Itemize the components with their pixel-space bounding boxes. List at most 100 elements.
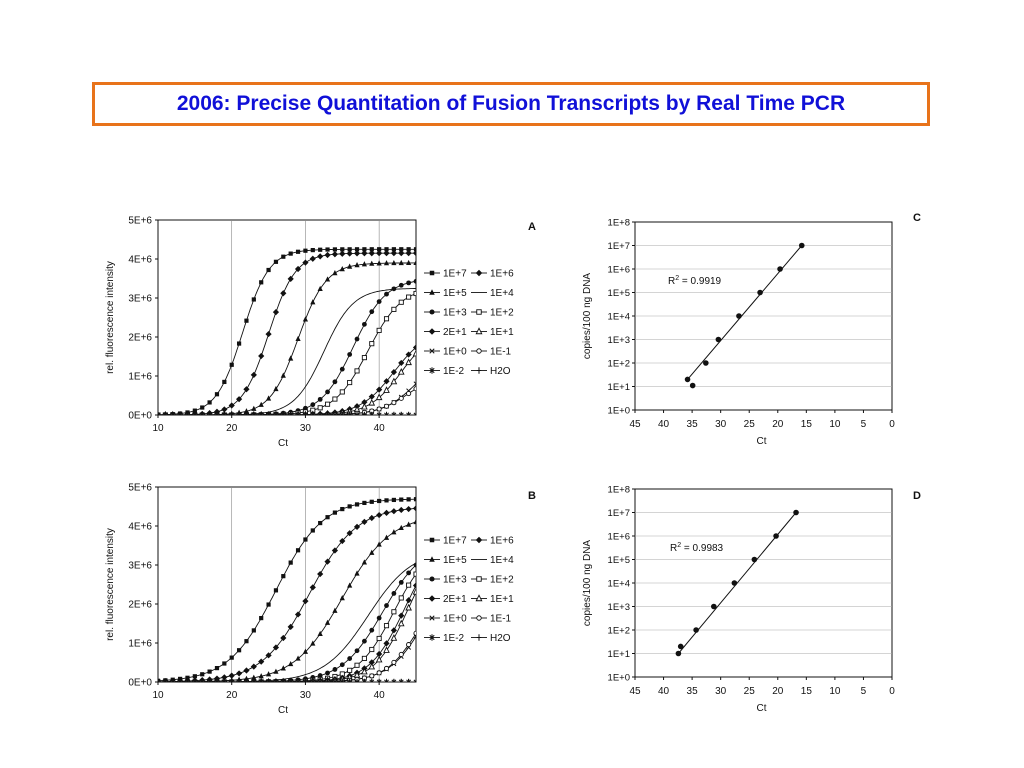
- y-tick-label: 4E+6: [128, 255, 152, 266]
- series-marker: [158, 411, 161, 415]
- x-tick-label: 10: [152, 690, 164, 701]
- series-marker: [383, 403, 390, 409]
- data-point: [693, 627, 699, 633]
- legend-label: 1E+0: [443, 347, 467, 358]
- series-marker: [303, 248, 308, 253]
- series-marker: [383, 665, 390, 672]
- series-marker: [390, 250, 397, 257]
- series-marker: [383, 260, 390, 266]
- series-marker: [214, 678, 220, 682]
- x-tick-label: 25: [744, 686, 756, 697]
- series-marker: [413, 381, 416, 387]
- x-tick-label: 30: [300, 423, 312, 434]
- series-marker: [398, 506, 405, 514]
- y-tick-label: 1E+2: [608, 359, 630, 370]
- series-marker: [332, 607, 338, 613]
- series-marker: [339, 266, 345, 272]
- series-marker: [192, 678, 197, 682]
- series-marker: [339, 389, 345, 395]
- series-marker: [332, 396, 338, 402]
- series-marker: [163, 678, 168, 682]
- series-marker: [347, 656, 353, 661]
- series-marker: [236, 678, 242, 682]
- series-marker: [200, 405, 205, 410]
- y-tick-label: 1E+0: [608, 673, 630, 684]
- series-marker: [399, 497, 404, 502]
- series-marker: [170, 411, 175, 415]
- y-tick-label: 0E+0: [128, 411, 152, 422]
- series-marker: [295, 548, 301, 553]
- series-marker: [317, 396, 323, 402]
- series-marker: [412, 587, 416, 595]
- series-marker: [384, 678, 389, 682]
- series-marker: [273, 678, 279, 682]
- series-marker: [368, 393, 375, 400]
- series-marker: [362, 321, 367, 327]
- y-tick-label: 0E+0: [128, 678, 152, 689]
- y-tick-label: 1E+5: [608, 288, 630, 299]
- series-marker: [332, 411, 338, 415]
- x-tick-label: 45: [629, 686, 641, 697]
- series-marker: [347, 667, 353, 673]
- panel-letter-c: C: [913, 212, 921, 224]
- legend-marker: [476, 615, 482, 621]
- series-marker: [266, 411, 271, 415]
- data-point: [684, 376, 691, 383]
- series-marker: [413, 562, 416, 568]
- series-marker: [368, 662, 376, 670]
- series-marker: [391, 247, 396, 252]
- series-marker: [375, 393, 383, 401]
- series-marker: [207, 669, 212, 674]
- series-marker: [391, 609, 397, 615]
- x-tick-label: 35: [687, 419, 699, 430]
- x-tick-label: 5: [861, 686, 867, 697]
- series-marker: [222, 661, 227, 666]
- y-tick-label: 2E+6: [128, 333, 152, 344]
- series-marker: [302, 648, 309, 654]
- x-tick-label: 5: [861, 419, 867, 430]
- series-marker: [281, 678, 286, 682]
- legend-label: 1E-1: [490, 347, 512, 358]
- series-marker: [383, 386, 390, 393]
- series-marker: [398, 395, 404, 401]
- series-marker: [347, 504, 352, 509]
- series-marker: [376, 260, 382, 266]
- series-marker: [339, 662, 345, 668]
- series-marker: [317, 673, 323, 678]
- series-marker: [398, 250, 405, 257]
- series-marker: [192, 674, 197, 679]
- legend-marker: [476, 576, 482, 582]
- series-marker: [354, 502, 360, 507]
- series-marker: [259, 615, 264, 621]
- legend-marker: [475, 536, 483, 544]
- legend-marker: [429, 289, 435, 295]
- plot-area: 1E+0 1E+1 1E+2 1E+3 1E+4 1E+5 1E+6 1E+7 1E+8 45 40…: [608, 485, 896, 698]
- legend-label: 1E+1: [490, 327, 514, 338]
- series-marker: [406, 259, 412, 266]
- x-tick-label: 35: [687, 686, 699, 697]
- series-marker: [353, 250, 361, 257]
- series-marker: [354, 262, 360, 268]
- series-marker: [377, 247, 382, 252]
- series-marker: [406, 570, 412, 576]
- series-marker: [214, 392, 220, 397]
- series-marker: [354, 368, 360, 374]
- legend-marker: [429, 556, 435, 562]
- standard-curve-chart-d: 1E+0 1E+1 1E+2 1E+3 1E+4 1E+5 1E+6 1E+7 1E+8 45 40…: [582, 485, 921, 715]
- series-marker: [405, 505, 412, 513]
- legend-label: 1E+5: [443, 288, 467, 299]
- series-marker: [369, 499, 374, 504]
- series-marker: [412, 250, 416, 257]
- series-marker: [412, 582, 416, 589]
- series-marker: [347, 678, 352, 682]
- amplification-chart-a: 10 20 30 40 0E+0 1E+6 2E+6 3E+6 4E+6 5E+6 1E+7 1E+6…: [105, 216, 536, 450]
- series-marker: [325, 678, 330, 682]
- series-marker: [397, 367, 405, 375]
- series-marker: [398, 524, 404, 531]
- series-marker: [310, 247, 315, 253]
- x-tick-label: 40: [658, 686, 670, 697]
- series-marker: [324, 276, 331, 282]
- series-marker: [303, 678, 308, 682]
- series-marker: [273, 588, 279, 593]
- legend-label: 1E+1: [490, 594, 514, 605]
